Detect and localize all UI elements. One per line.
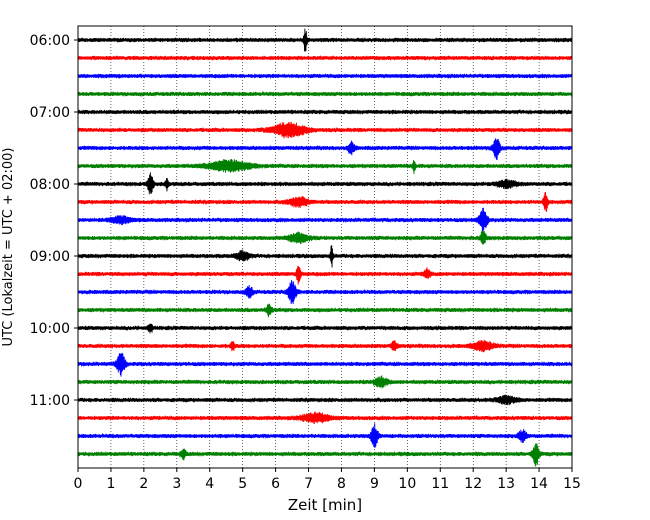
trace-row-1130 — [77, 423, 573, 448]
x-axis-label: Zeit [min] — [288, 496, 362, 514]
trace-row-1115 — [77, 411, 573, 424]
trace-row-0745 — [77, 158, 573, 174]
x-tick-label: 3 — [172, 476, 181, 492]
trace-row-0845 — [77, 230, 573, 245]
trace-row-0645 — [77, 91, 573, 97]
x-tick-label: 7 — [304, 476, 313, 492]
trace-row-0800 — [77, 172, 573, 195]
y-tick-label: 07:00 — [30, 105, 70, 121]
trace-row-0630 — [77, 73, 573, 79]
y-tick-label: 08:00 — [30, 177, 70, 193]
trace-row-0900 — [77, 245, 573, 268]
y-tick-label: 06:00 — [30, 33, 70, 49]
x-tick-label: 5 — [238, 476, 247, 492]
plot-frame — [77, 25, 573, 469]
x-tick-label: 13 — [497, 476, 515, 492]
x-tick-label: 11 — [431, 476, 449, 492]
trace-row-0715 — [77, 121, 573, 139]
x-tick-label: 4 — [205, 476, 214, 492]
trace-row-0945 — [77, 303, 573, 318]
x-tick-label: 10 — [398, 476, 416, 492]
seismic-traces — [77, 28, 573, 467]
y-tick-label: 10:00 — [30, 321, 70, 337]
trace-row-0930 — [77, 280, 573, 305]
trace-row-1030 — [77, 352, 573, 377]
x-tick-label: 15 — [563, 476, 581, 492]
trace-row-0700 — [77, 109, 573, 115]
x-tick-label: 1 — [106, 476, 115, 492]
x-tick-label: 12 — [464, 476, 482, 492]
trace-row-0615 — [77, 55, 573, 61]
trace-row-0730 — [77, 138, 573, 160]
y-axis-ticks: 06:00 07:00 08:00 09:00 10:00 11:00 — [30, 33, 78, 409]
trace-row-1100 — [77, 394, 573, 406]
trace-row-1000 — [77, 323, 573, 334]
trace-row-0915 — [77, 266, 573, 285]
x-tick-label: 9 — [370, 476, 379, 492]
y-tick-label: 09:00 — [30, 249, 70, 265]
trace-row-1145 — [77, 443, 573, 467]
trace-row-0830 — [77, 207, 573, 232]
x-tick-label: 8 — [337, 476, 346, 492]
x-tick-label: 6 — [271, 476, 280, 492]
y-axis-label: UTC (Lokalzeit = UTC + 02:00) — [1, 148, 16, 347]
trace-row-1015 — [77, 339, 573, 353]
trace-row-0815 — [77, 192, 573, 213]
trace-row-0600 — [77, 28, 573, 52]
y-tick-label: 11:00 — [30, 393, 70, 409]
x-tick-label: 0 — [74, 476, 83, 492]
x-tick-label: 2 — [139, 476, 148, 492]
x-axis-ticks: 0 1 2 3 4 5 6 7 8 9 10 11 12 13 14 15 — [74, 468, 581, 492]
x-tick-label: 14 — [530, 476, 548, 492]
trace-row-1045 — [77, 375, 573, 389]
